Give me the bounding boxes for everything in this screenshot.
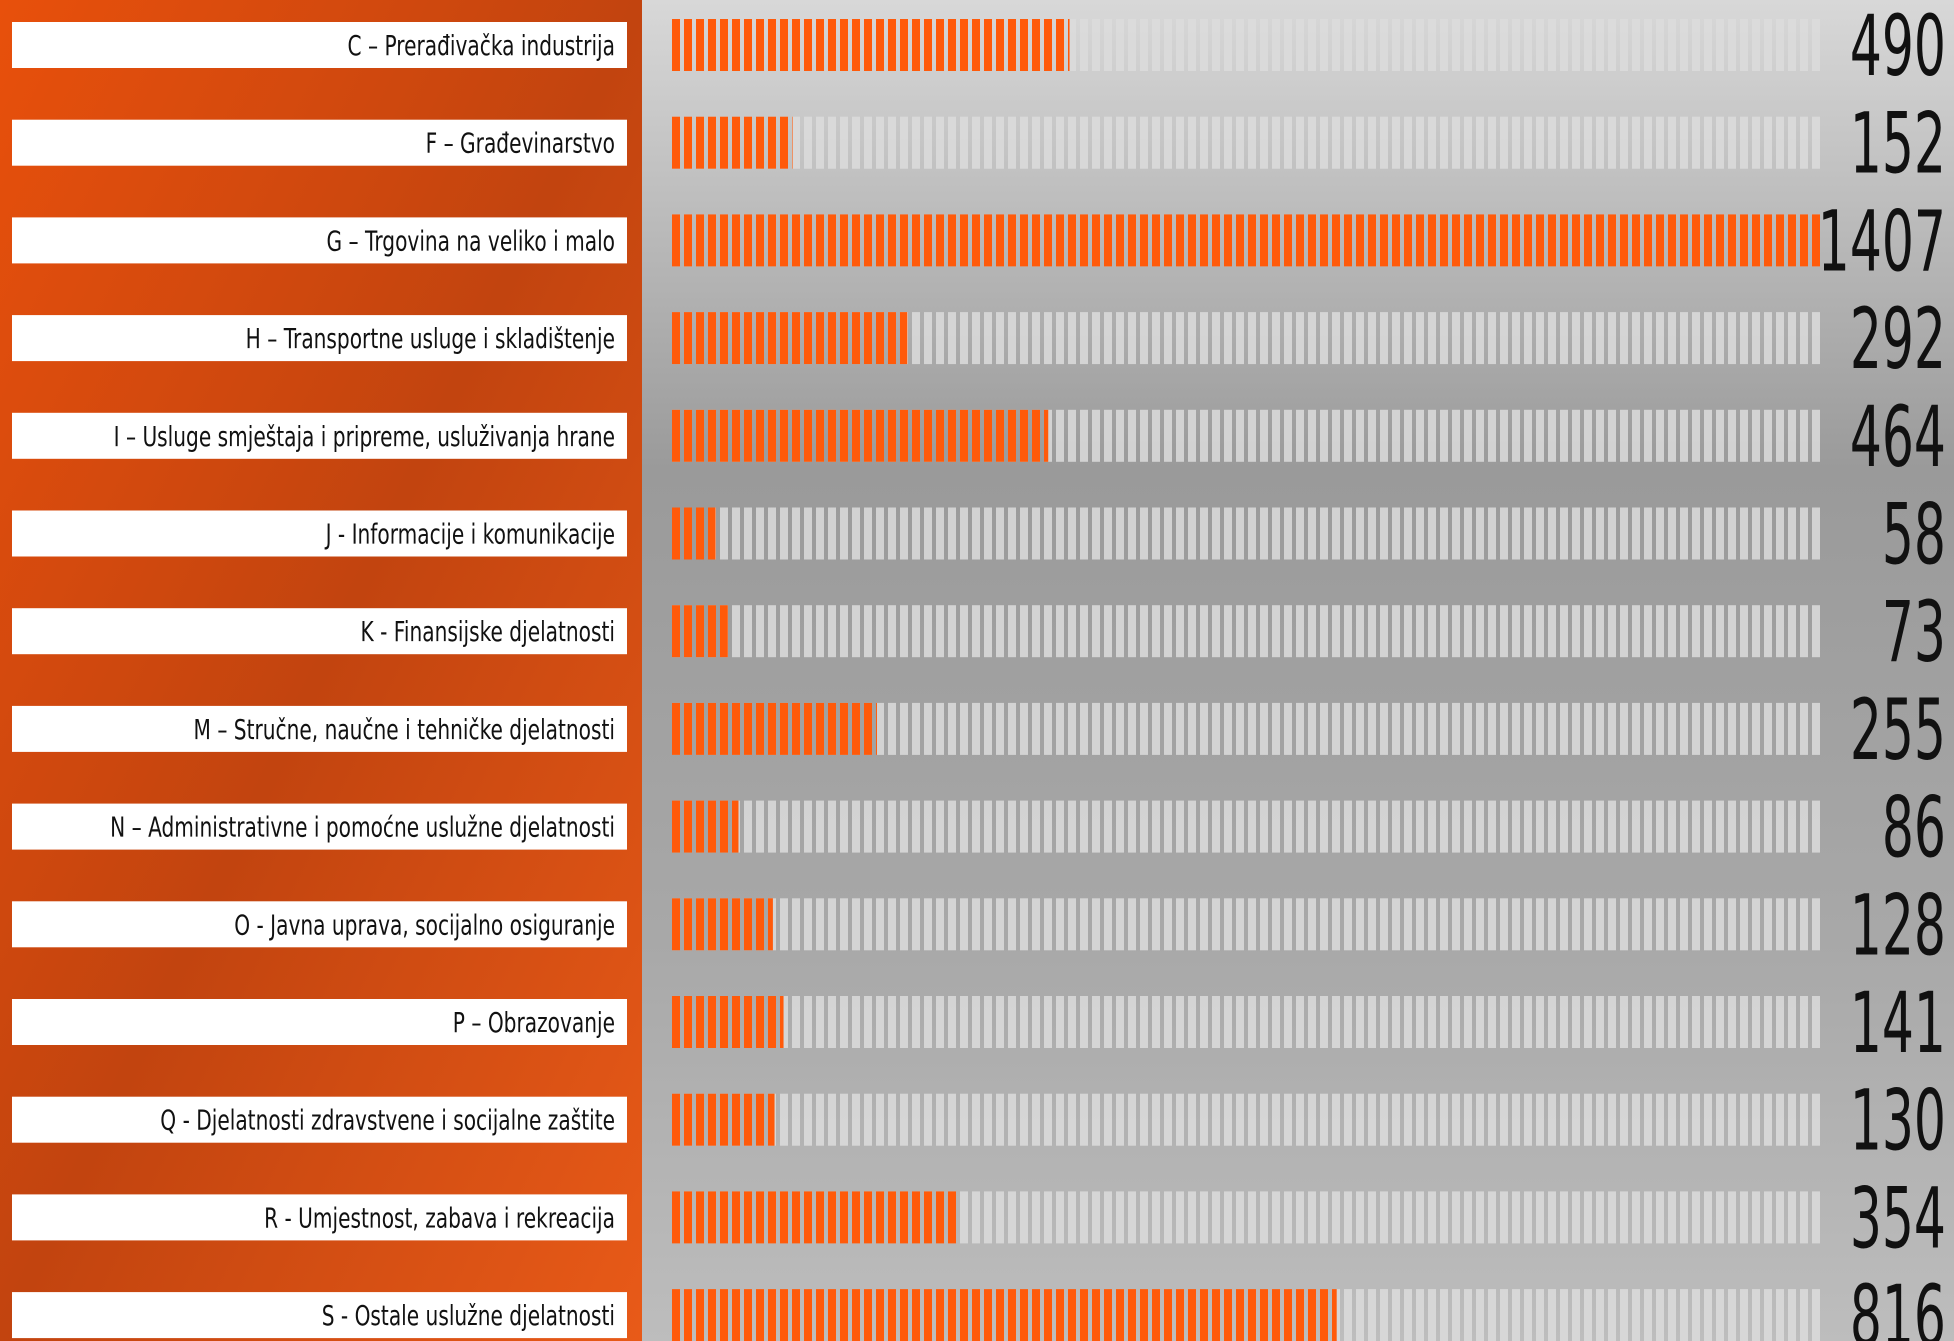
value-label: 255	[1850, 683, 1946, 780]
value-label: 1407	[1818, 194, 1946, 291]
value-label: 58	[1882, 487, 1946, 584]
value-label: 152	[1850, 96, 1946, 193]
value-label: 354	[1850, 1171, 1946, 1268]
value-label: 128	[1850, 878, 1946, 975]
value-label: 292	[1850, 292, 1946, 389]
bar	[668, 312, 907, 364]
category-label: G – Trgovina na veliko i malo	[327, 224, 615, 257]
category-label: M – Stručne, naučne i tehničke djelatnos…	[194, 713, 615, 746]
page: C – Prerađivačka industrija 490 F – Građev…	[0, 0, 1954, 1341]
bar	[668, 214, 1821, 266]
category-label: I – Usluge smještaja i pripreme, usluživ…	[114, 419, 615, 452]
category-label: J - Informacije i komunikacije	[324, 517, 615, 550]
bar-track	[668, 1094, 1821, 1146]
value-label: 464	[1850, 389, 1946, 486]
bar	[668, 703, 877, 755]
value-label: 130	[1850, 1073, 1946, 1170]
bar-track	[668, 508, 1821, 560]
category-label: C – Prerađivačka industrija	[348, 29, 615, 62]
bar	[668, 801, 738, 853]
value-label: 490	[1850, 0, 1946, 96]
category-label: O - Javna uprava, socijalno osiguranje	[234, 908, 615, 941]
category-label: S - Ostale uslužne djelatnosti	[322, 1299, 615, 1332]
value-label: 816	[1850, 1269, 1946, 1341]
bar	[668, 996, 784, 1048]
value-label: 141	[1850, 976, 1946, 1073]
bar-track	[668, 117, 1821, 169]
chart: C – Prerađivačka industrija 490 F – Građev…	[0, 0, 1954, 1341]
bar	[668, 508, 716, 560]
bar-track	[668, 801, 1821, 853]
category-label: P – Obrazovanje	[453, 1006, 615, 1039]
bar-track	[668, 996, 1821, 1048]
category-label: Q - Djelatnosti zdravstvene i socijalne …	[160, 1103, 615, 1136]
category-label: R - Umjestnost, zabava i rekreacija	[264, 1201, 615, 1234]
bar-track	[668, 898, 1821, 950]
bar	[668, 605, 728, 657]
bar	[668, 19, 1070, 71]
bar	[668, 117, 793, 169]
value-label: 86	[1882, 780, 1946, 877]
bar-track	[668, 605, 1821, 657]
category-label: H – Transportne usluge i skladištenje	[246, 322, 615, 355]
category-label: F – Građevinarstvo	[426, 126, 615, 159]
bar	[668, 898, 773, 950]
bar	[668, 1289, 1337, 1341]
bar	[668, 1094, 775, 1146]
value-label: 73	[1882, 585, 1946, 682]
category-label: N – Administrativne i pomoćne uslužne dj…	[110, 810, 615, 843]
bar	[668, 410, 1048, 462]
bar	[668, 1191, 958, 1243]
category-label: K - Finansijske djelatnosti	[361, 615, 615, 648]
